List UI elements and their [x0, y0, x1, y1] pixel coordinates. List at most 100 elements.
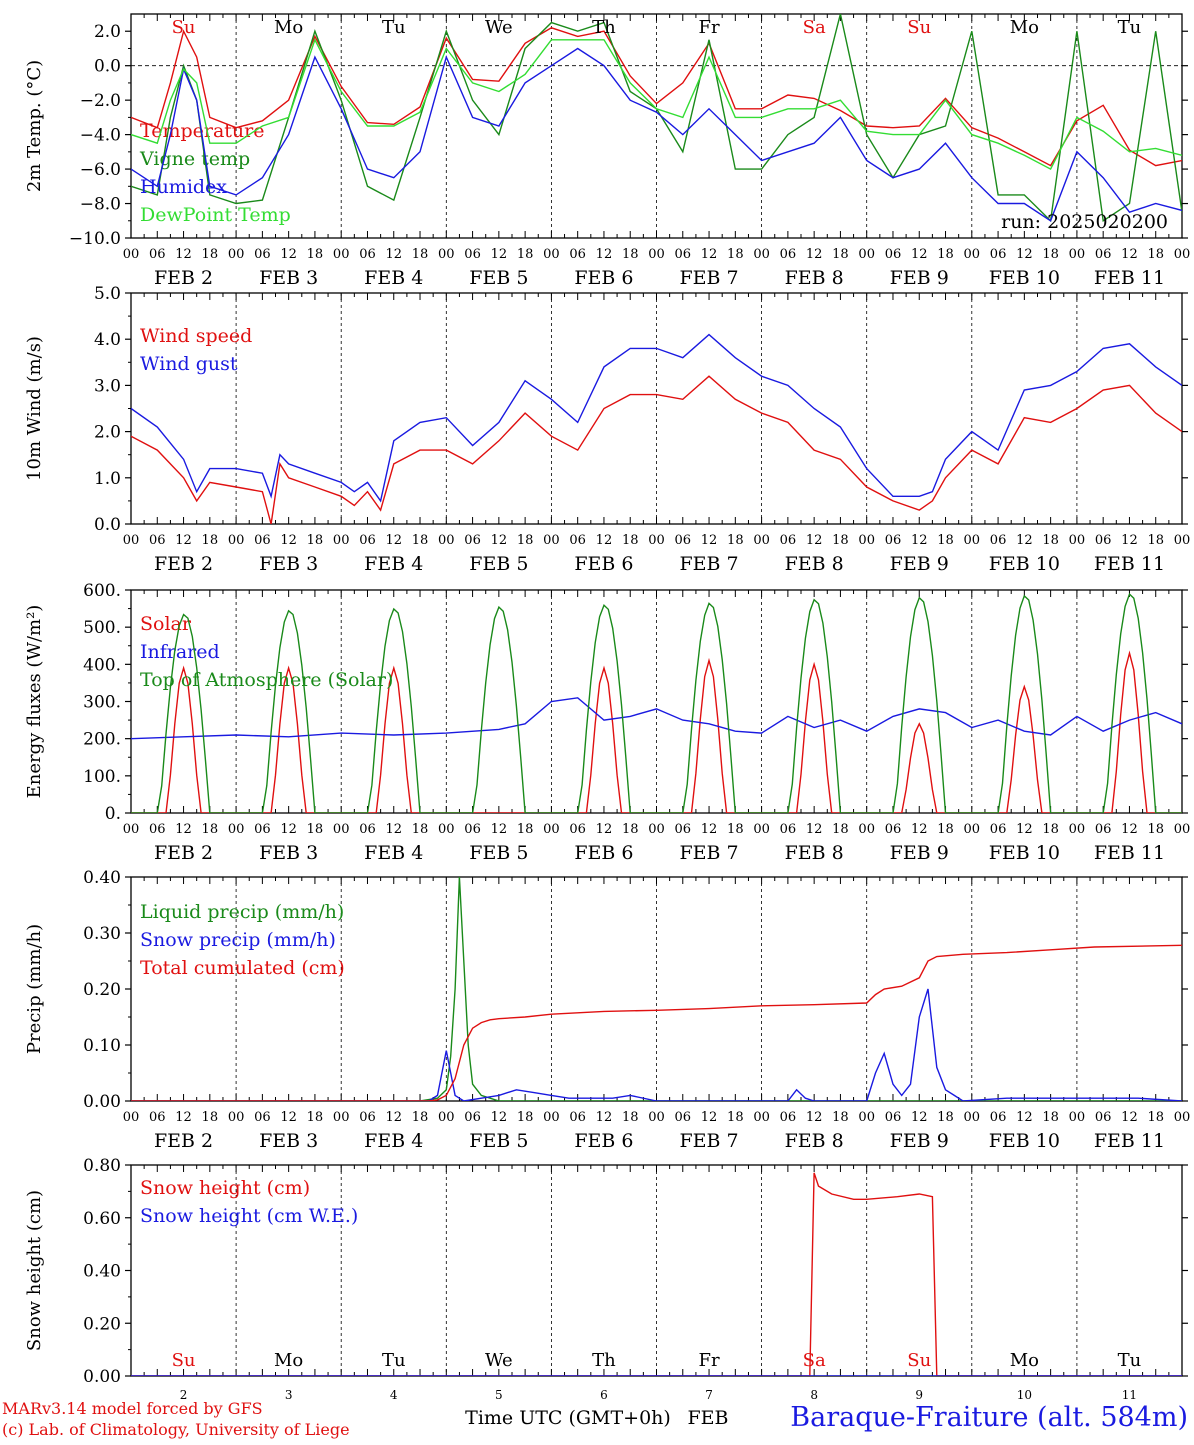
x-hour-label: 12 — [175, 533, 192, 548]
x-hour-label: 00 — [333, 247, 350, 262]
x-date-label: FEB 9 — [890, 842, 949, 864]
y-tick-label: −10.0 — [69, 229, 121, 249]
y-axis-label: Snow height (cm) — [24, 1190, 45, 1351]
day-number: 2 — [180, 1388, 188, 1402]
x-hour-label: 12 — [701, 822, 718, 837]
x-date-label: FEB 4 — [364, 1130, 423, 1152]
day-number: 3 — [285, 1388, 293, 1402]
x-hour-label: 00 — [438, 822, 455, 837]
y-axis-label: 10m Wind (m/s) — [24, 336, 45, 481]
x-hour-label: 18 — [937, 822, 954, 837]
y-tick-label: 500. — [83, 618, 121, 638]
x-hour-label: 12 — [175, 1110, 192, 1125]
x-hour-label: 18 — [622, 533, 639, 548]
panel-energy: 0. 100. 200. 300. 400. 500. 600. Energy fluxes … — [24, 581, 1190, 864]
legend-entry: Total cumulated (cm) — [140, 957, 345, 979]
x-hour-label: 12 — [175, 247, 192, 262]
x-date-label: FEB 7 — [679, 553, 738, 575]
x-date-label: FEB 3 — [259, 267, 318, 289]
y-axis-label: Energy fluxes (W/m²) — [24, 605, 45, 799]
x-hour-label: 12 — [385, 1110, 402, 1125]
legend-entry: Wind gust — [140, 353, 238, 375]
x-hour-label: 06 — [885, 247, 902, 262]
x-hour-label: 00 — [753, 533, 770, 548]
x-hour-label: 18 — [937, 1110, 954, 1125]
legend-entry: Temperature — [140, 120, 264, 142]
x-hour-label: 06 — [780, 822, 797, 837]
x-hour-label: 06 — [569, 247, 586, 262]
x-date-label: FEB 8 — [785, 842, 844, 864]
x-hour-label: 00 — [753, 1110, 770, 1125]
day-name-bottom: Mo — [1010, 1350, 1039, 1371]
x-hour-label: 18 — [832, 247, 849, 262]
x-hour-label: 12 — [1016, 822, 1033, 837]
x-hour-label: 06 — [675, 533, 692, 548]
x-hour-label: 18 — [1042, 247, 1059, 262]
x-hour-label: 12 — [1121, 533, 1138, 548]
series-line — [131, 592, 1182, 813]
x-hour-label: 18 — [622, 247, 639, 262]
x-hour-label: 18 — [307, 533, 324, 548]
x-date-label: FEB 5 — [469, 267, 528, 289]
run-label: run: 2025020200 — [1001, 211, 1168, 233]
y-tick-label: 0.0 — [94, 57, 121, 77]
x-date-label: FEB 11 — [1094, 267, 1165, 289]
panel-snow: 0.00 0.20 0.40 0.60 0.80 Snow height (cm) Snow… — [24, 1156, 1188, 1402]
x-hour-label: 00 — [543, 822, 560, 837]
y-tick-label: 1.0 — [94, 469, 121, 489]
x-date-label: FEB 8 — [785, 553, 844, 575]
x-hour-label: 06 — [990, 247, 1007, 262]
x-hour-label: 12 — [385, 822, 402, 837]
x-hour-label: 00 — [1069, 1110, 1086, 1125]
x-hour-label: 12 — [911, 247, 928, 262]
x-hour-label: 18 — [202, 822, 219, 837]
x-hour-label: 18 — [1147, 822, 1164, 837]
x-date-label: FEB 2 — [154, 267, 213, 289]
x-hour-label: 06 — [359, 247, 376, 262]
x-hour-label: 06 — [254, 247, 271, 262]
x-hour-label: 12 — [280, 822, 297, 837]
x-date-label: FEB 6 — [574, 1130, 633, 1152]
x-date-label: FEB 2 — [154, 1130, 213, 1152]
x-hour-label: 12 — [806, 1110, 823, 1125]
x-hour-label: 00 — [123, 822, 140, 837]
x-hour-label: 00 — [333, 822, 350, 837]
x-hour-label: 18 — [202, 247, 219, 262]
x-hour-label: 06 — [464, 533, 481, 548]
x-hour-label: 12 — [1121, 822, 1138, 837]
x-hour-label: 06 — [254, 822, 271, 837]
x-hour-label: 12 — [911, 1110, 928, 1125]
x-hour-label: 12 — [385, 247, 402, 262]
x-hour-label: 18 — [517, 822, 534, 837]
y-tick-label: 0.20 — [83, 980, 121, 1000]
x-date-label: FEB 4 — [364, 267, 423, 289]
y-tick-label: 0.00 — [83, 1367, 121, 1387]
footer-model: MARv3.14 model forced by GFS — [2, 1399, 263, 1418]
x-hour-label: 12 — [280, 247, 297, 262]
x-hour-label: 12 — [596, 822, 613, 837]
x-hour-label: 00 — [964, 247, 981, 262]
series-line — [131, 988, 1182, 1101]
day-name-bottom: Mo — [274, 1350, 303, 1371]
x-hour-label: 12 — [596, 533, 613, 548]
x-date-label: FEB 10 — [989, 1130, 1060, 1152]
x-hour-label: 18 — [727, 1110, 744, 1125]
x-hour-label: 18 — [412, 1110, 429, 1125]
x-hour-label: 00 — [1069, 822, 1086, 837]
x-hour-label: 00 — [648, 1110, 665, 1125]
x-hour-label: 12 — [1016, 247, 1033, 262]
x-hour-label: 12 — [806, 822, 823, 837]
y-tick-label: 0.60 — [83, 1209, 121, 1229]
x-hour-label: 00 — [228, 247, 245, 262]
x-hour-label: 00 — [648, 247, 665, 262]
x-hour-label: 06 — [675, 822, 692, 837]
x-hour-label: 12 — [1016, 1110, 1033, 1125]
x-hour-label: 18 — [622, 822, 639, 837]
x-hour-label: 18 — [1042, 533, 1059, 548]
x-hour-label: 00 — [1174, 247, 1191, 262]
x-hour-label: 00 — [753, 822, 770, 837]
legend-entry: Liquid precip (mm/h) — [140, 901, 344, 923]
x-date-label: FEB 2 — [154, 842, 213, 864]
x-hour-label: 06 — [359, 822, 376, 837]
